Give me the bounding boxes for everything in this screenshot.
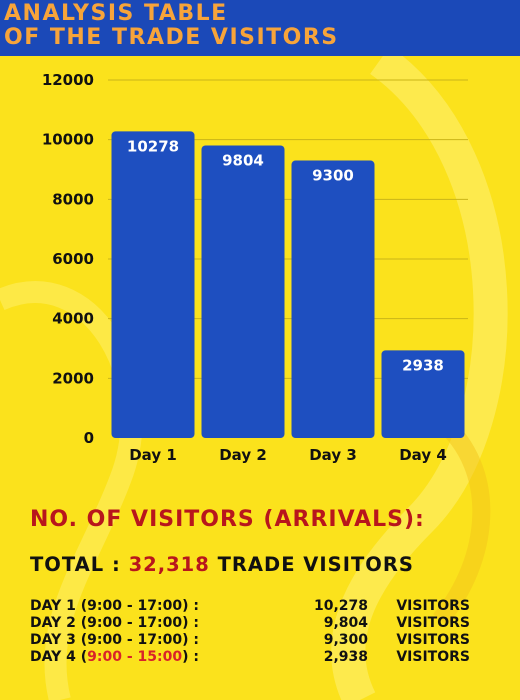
y-tick-label: 12000: [42, 71, 94, 89]
bar-data-label: 10278: [127, 137, 179, 155]
day-label: DAY 1 (9:00 - 17:00) :: [30, 598, 199, 614]
visitors-unit: VISITORS: [396, 598, 470, 614]
visitors-heading: NO. OF VISITORS (ARRIVALS):: [30, 507, 425, 532]
header-banner: ANALYSIS TABLE OF THE TRADE VISITORS: [0, 0, 520, 56]
day-row: DAY 2 (9:00 - 17:00) : 9,804 VISITORS: [30, 615, 470, 632]
time-range: 9:00 - 17:00: [87, 598, 183, 614]
total-prefix: TOTAL :: [30, 553, 129, 576]
x-tick-label: Day 3: [309, 446, 357, 464]
total-suffix: TRADE VISITORS: [209, 553, 414, 576]
bar-data-label: 9804: [222, 152, 264, 170]
y-tick-label: 0: [84, 429, 94, 447]
day-visitor-count: 10,278: [313, 598, 368, 614]
day-visitor-count: 9,300: [323, 632, 368, 648]
y-tick-label: 8000: [52, 190, 94, 208]
day-row: DAY 4 (9:00 - 15:00) : 2,938 VISITORS: [30, 649, 470, 666]
title-line-1: ANALYSIS TABLE: [4, 1, 228, 26]
y-tick-label: 2000: [52, 369, 94, 387]
bar-data-label: 2938: [402, 356, 444, 374]
time-range: 9:00 - 17:00: [87, 615, 183, 631]
x-tick-label: Day 4: [399, 446, 447, 464]
day-visitor-count: 2,938: [323, 649, 368, 665]
bar: [201, 145, 285, 438]
bar-chart: 0 2000 4000 6000 8000 10000 12000 10278 Day 1 980…: [42, 71, 468, 464]
visitors-unit: VISITORS: [396, 615, 470, 631]
day-visitor-count: 9,804: [323, 615, 368, 631]
time-range: 9:00 - 15:00: [87, 649, 183, 665]
day-label: DAY 2 (9:00 - 17:00) :: [30, 615, 199, 631]
y-tick-label: 10000: [42, 131, 94, 149]
time-range: 9:00 - 17:00: [87, 632, 183, 648]
total-line: TOTAL : 32,318 TRADE VISITORS: [30, 553, 414, 576]
visitors-unit: VISITORS: [396, 649, 470, 665]
daily-breakdown: DAY 1 (9:00 - 17:00) : 10,278 VISITORS D…: [30, 598, 470, 666]
x-tick-label: Day 1: [129, 446, 177, 464]
bar-data-label: 9300: [312, 167, 354, 185]
day-row: DAY 3 (9:00 - 17:00) : 9,300 VISITORS: [30, 632, 470, 649]
y-tick-label: 4000: [52, 310, 94, 328]
title-line-2: OF THE TRADE VISITORS: [4, 25, 339, 50]
visitors-unit: VISITORS: [396, 632, 470, 648]
bar: [291, 160, 375, 439]
x-tick-label: Day 2: [219, 446, 267, 464]
bar: [381, 350, 465, 438]
bar: [111, 131, 195, 439]
day-label: DAY 4 (9:00 - 15:00) :: [30, 649, 199, 665]
y-tick-label: 6000: [52, 250, 94, 268]
day-label: DAY 3 (9:00 - 17:00) :: [30, 632, 199, 648]
total-value: 32,318: [128, 553, 210, 576]
day-row: DAY 1 (9:00 - 17:00) : 10,278 VISITORS: [30, 598, 470, 615]
